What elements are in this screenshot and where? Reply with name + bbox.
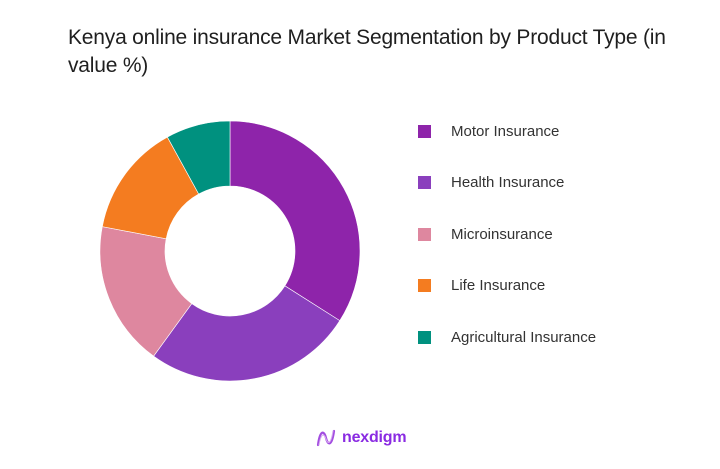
- legend-swatch: [418, 176, 431, 189]
- wave-logo-icon: [316, 429, 336, 447]
- legend-swatch: [418, 330, 431, 344]
- donut-slice-microinsurance[interactable]: [99, 226, 193, 357]
- legend-label: Agricultural Insurance: [451, 328, 597, 346]
- nexdigm-logo: nexdigm: [316, 428, 407, 448]
- donut-slice-motor-insurance[interactable]: [229, 120, 361, 322]
- legend-swatch: [418, 124, 431, 138]
- legend-label: Life Insurance: [451, 277, 546, 294]
- legend-label: Health Insurance: [451, 174, 565, 191]
- legend-label: Motor Insurance: [451, 122, 560, 140]
- legend-item-micro[interactable]: Microinsurance: [418, 223, 596, 245]
- legend-item-motor[interactable]: Motor Insurance: [418, 120, 596, 142]
- logo-text: nexdigm: [342, 429, 407, 446]
- legend-item-agricultural[interactable]: Agricultural Insurance: [418, 326, 596, 348]
- legend-swatch: [418, 227, 431, 241]
- chart-title: Kenya online insurance Market Segmentati…: [68, 26, 666, 77]
- legend-item-health[interactable]: Health Insurance: [418, 172, 596, 194]
- donut-slice-health-insurance[interactable]: [153, 285, 341, 382]
- donut-chart: [99, 120, 361, 382]
- donut-slice-agricultural-insurance[interactable]: [166, 120, 231, 195]
- legend-item-life[interactable]: Life Insurance: [418, 275, 596, 297]
- legend-label: Microinsurance: [451, 225, 553, 243]
- legend-swatch: [418, 279, 431, 292]
- legend: Motor Insurance Health Insurance Microin…: [418, 120, 596, 378]
